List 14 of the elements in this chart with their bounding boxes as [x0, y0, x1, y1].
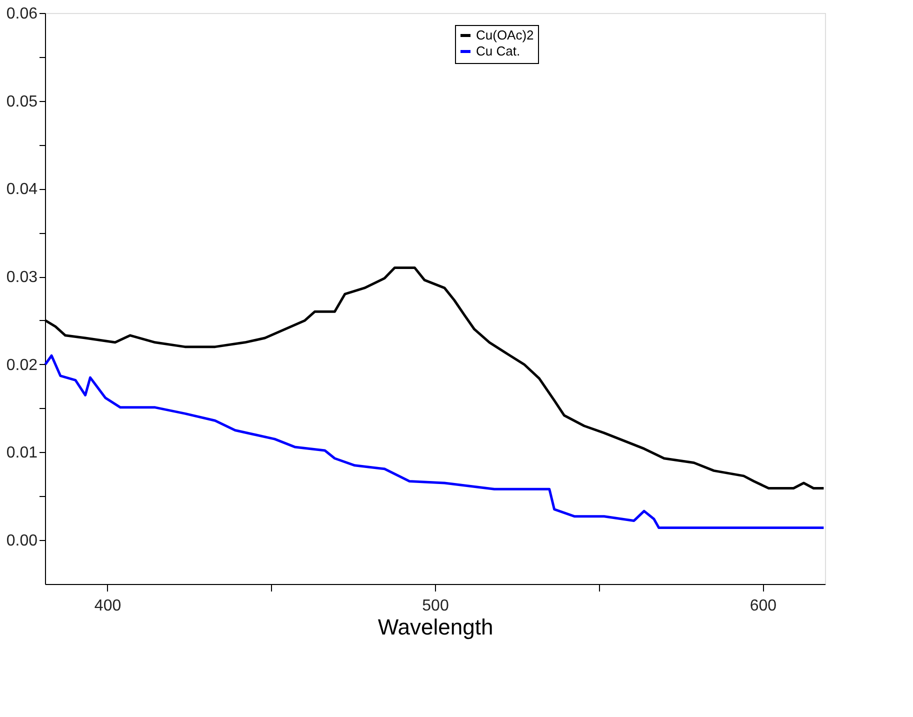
x-tick-label: 600: [750, 598, 777, 614]
y-tick-label: 0.01: [6, 444, 38, 462]
legend-label: Cu(OAc)2: [476, 28, 534, 42]
y-tick-label: 0.04: [6, 181, 38, 198]
x-tick-label: 500: [422, 598, 449, 614]
legend-label: Cu Cat.: [476, 44, 520, 58]
y-tick-label: 0.06: [6, 6, 38, 22]
y-tick-label: 0.05: [6, 93, 38, 110]
x-tick-label: 400: [94, 598, 122, 614]
y-tick-label: 0.00: [6, 532, 38, 550]
y-tick-label: 0.03: [6, 269, 38, 286]
x-axis-title: Wavelength: [378, 614, 494, 640]
y-tick-label: 0.02: [6, 356, 38, 374]
line-series: [44, 354, 825, 530]
